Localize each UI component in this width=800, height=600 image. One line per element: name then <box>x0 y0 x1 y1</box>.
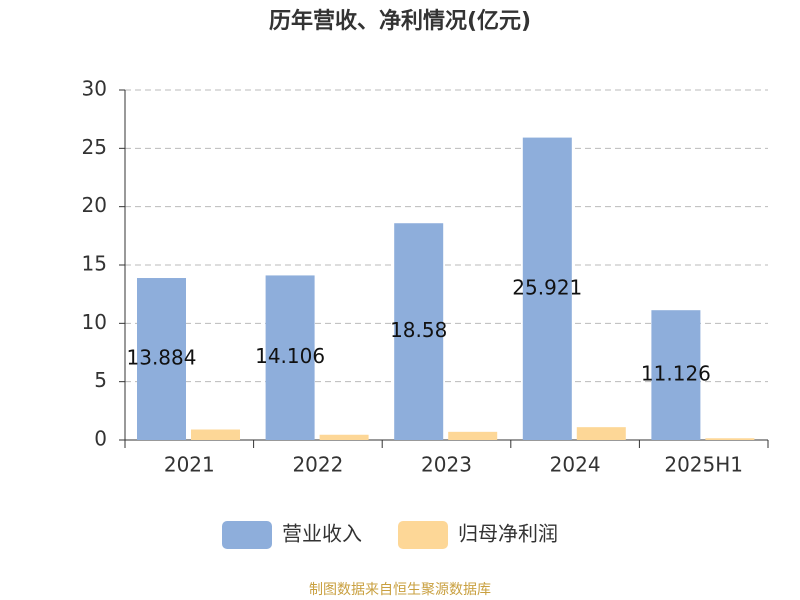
x-tick-label: 2022 <box>292 453 343 477</box>
data-label: 18.58 <box>390 318 447 342</box>
bar <box>137 278 186 440</box>
y-tick-label: 15 <box>82 252 107 276</box>
y-tick-label: 5 <box>94 368 107 392</box>
source-note: 制图数据来自恒生聚源数据库 <box>309 582 491 598</box>
data-label: 13.884 <box>127 346 197 370</box>
x-tick-label: 2025H1 <box>664 453 743 477</box>
bar <box>265 275 315 440</box>
x-tick-label: 2023 <box>421 453 472 477</box>
chart-title: 历年营收、净利情况(亿元) <box>269 8 531 34</box>
y-tick-label: 25 <box>82 135 107 159</box>
y-tick-label: 20 <box>82 193 107 217</box>
legend-swatch <box>222 521 272 549</box>
data-label: 25.921 <box>512 275 582 299</box>
data-label: 11.126 <box>641 362 711 386</box>
bar <box>191 429 240 440</box>
bar <box>705 438 755 440</box>
bar <box>394 223 444 440</box>
y-tick-label: 10 <box>82 310 107 334</box>
x-tick-label: 2024 <box>550 453 601 477</box>
bar <box>319 434 369 440</box>
bar <box>576 427 626 440</box>
y-tick-label: 30 <box>82 77 107 101</box>
x-tick-label: 2021 <box>164 453 215 477</box>
bar <box>651 310 701 440</box>
y-tick-label: 0 <box>94 427 107 451</box>
legend-label: 归母净利润 <box>458 522 558 546</box>
legend-swatch <box>398 521 448 549</box>
legend-label: 营业收入 <box>282 522 362 546</box>
bar <box>448 431 498 440</box>
bar <box>522 137 572 441</box>
data-label: 14.106 <box>255 344 325 368</box>
